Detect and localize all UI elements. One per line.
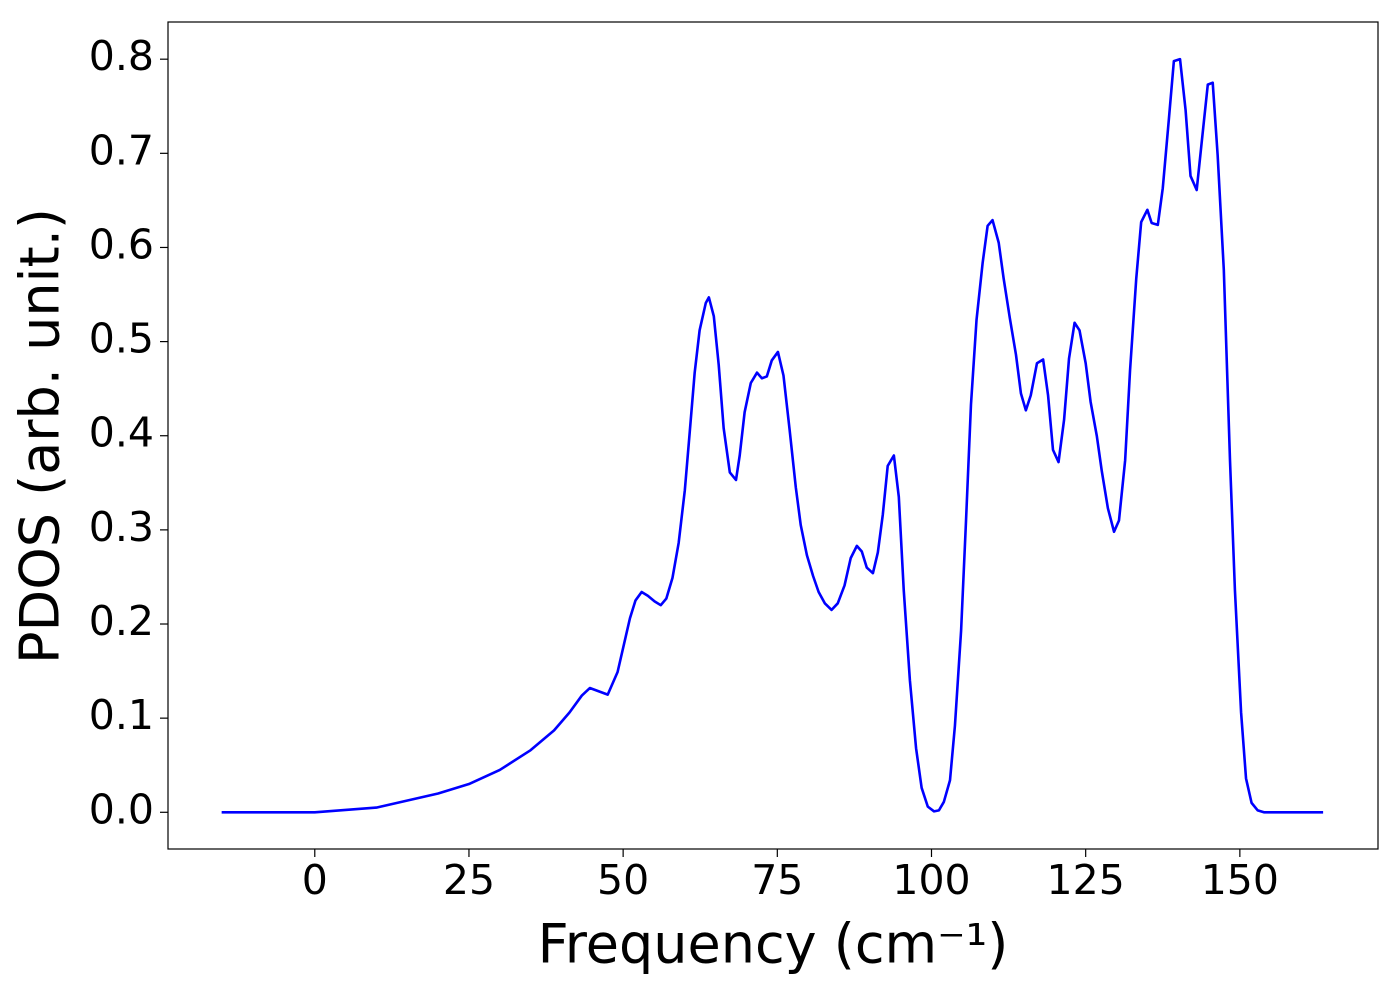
y-tick-label: 0.2 [89, 597, 154, 645]
y-axis-label: PDOS (arb. unit.) [9, 208, 72, 664]
y-tick-label: 0.5 [89, 315, 154, 363]
y-tick-label: 0.6 [89, 220, 154, 268]
x-tick-label: 75 [751, 856, 803, 904]
y-tick-label: 0.3 [89, 503, 154, 551]
y-tick-label: 0.8 [89, 32, 154, 80]
x-tick-label: 100 [892, 856, 970, 904]
x-tick-label: 50 [597, 856, 649, 904]
x-tick-label: 150 [1201, 856, 1279, 904]
y-tick-label: 0.4 [89, 409, 154, 457]
y-tick-label: 0.1 [89, 691, 154, 739]
plot-frame [167, 21, 1379, 850]
y-tick-label: 0.0 [89, 785, 154, 833]
x-tick-label: 25 [443, 856, 495, 904]
x-tick-label: 0 [302, 856, 328, 904]
x-tick-label: 125 [1047, 856, 1125, 904]
data-line [221, 57, 1324, 814]
x-axis-label: Frequency (cm⁻¹) [538, 913, 1009, 976]
y-tick-label: 0.7 [89, 126, 154, 174]
